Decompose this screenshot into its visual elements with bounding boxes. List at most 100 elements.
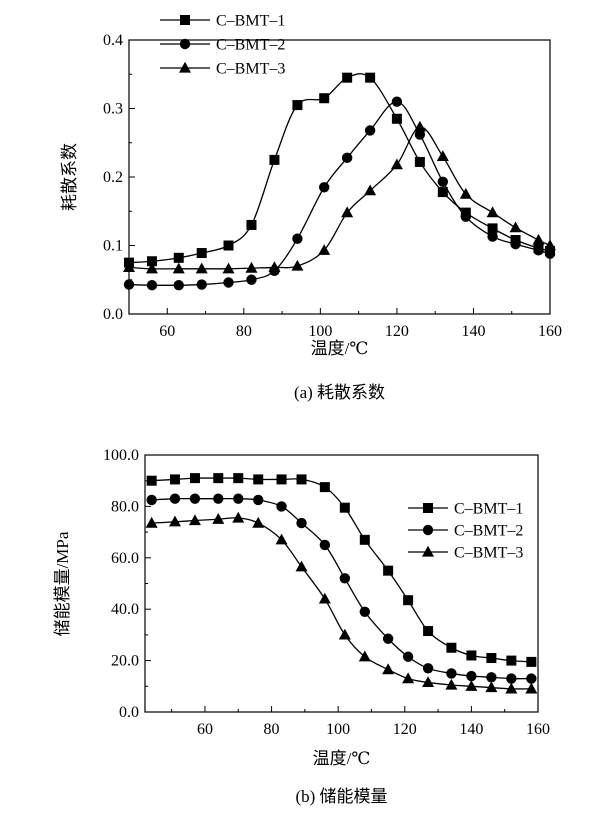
x-tick-label: 160 — [526, 721, 550, 738]
data-point — [414, 129, 426, 140]
data-point — [168, 515, 181, 527]
series-3 — [145, 511, 538, 694]
data-point — [223, 277, 234, 288]
series-line — [151, 517, 532, 690]
data-point — [253, 494, 264, 506]
x-tick-label: 60 — [197, 721, 213, 738]
data-point — [445, 678, 458, 690]
data-point — [359, 606, 371, 617]
figure-caption: (b) 储能模量 — [295, 787, 387, 806]
legend-label: C–BMT–1 — [454, 501, 523, 518]
data-point — [292, 233, 303, 244]
data-point — [382, 633, 394, 644]
data-point — [295, 560, 308, 572]
data-point — [506, 673, 517, 684]
y-tick-label: 100.0 — [103, 447, 139, 464]
y-tick-label: 80.0 — [111, 498, 139, 515]
data-point — [339, 573, 351, 584]
data-point — [276, 501, 287, 512]
data-point — [486, 206, 499, 218]
data-point — [319, 539, 331, 551]
data-point — [253, 474, 264, 485]
data-point — [486, 672, 497, 683]
data-point — [169, 474, 180, 485]
legend-marker — [179, 38, 191, 50]
data-point — [123, 279, 135, 290]
y-tick-label: 0.1 — [103, 238, 123, 255]
legend-marker — [422, 545, 434, 557]
y-tick-label: 60.0 — [111, 550, 139, 567]
series-2 — [123, 96, 556, 291]
data-point — [486, 653, 497, 664]
data-point — [525, 682, 538, 694]
series-line — [128, 126, 551, 270]
data-point — [466, 670, 477, 682]
data-point — [436, 150, 449, 162]
y-axis-title: 耗散系数 — [60, 143, 79, 211]
data-point — [233, 493, 244, 504]
legend-marker — [422, 524, 434, 536]
data-point — [532, 233, 545, 245]
data-point — [365, 72, 376, 83]
data-point — [169, 493, 181, 504]
legend-label: C–BMT–3 — [454, 545, 523, 562]
data-point — [245, 261, 258, 273]
series-line — [128, 73, 551, 264]
chart-a: 60 80 100 120 140 160 0.0 0.1 0.2 0.3 0.4 温度/℃ 耗散系数 (… — [60, 13, 562, 403]
data-point — [269, 154, 280, 165]
data-point — [252, 516, 265, 528]
legend-item-2: C–BMT–2 — [408, 523, 523, 540]
data-point — [383, 565, 394, 576]
data-point — [526, 673, 537, 684]
plot-frame — [144, 454, 539, 713]
data-point — [466, 650, 477, 661]
plot-frame — [128, 39, 551, 315]
x-tick-label: 140 — [461, 323, 485, 340]
data-point — [338, 628, 351, 640]
y-tick-label: 0.0 — [119, 704, 139, 721]
data-point — [296, 517, 307, 529]
data-point — [391, 113, 402, 124]
data-point — [196, 248, 207, 259]
data-point — [465, 680, 478, 691]
x-tick-label: 100 — [308, 323, 332, 340]
data-point — [275, 533, 288, 545]
data-point — [423, 626, 434, 637]
series-1 — [146, 473, 537, 667]
data-point — [188, 514, 201, 526]
series-3 — [123, 120, 556, 274]
data-point — [146, 280, 158, 291]
data-point — [342, 72, 353, 83]
figure-caption: (a) 耗散系数 — [294, 383, 385, 402]
data-point — [146, 475, 157, 486]
data-point — [485, 681, 498, 693]
legend-label: C–BMT–3 — [216, 61, 285, 78]
x-tick-label: 80 — [236, 323, 252, 340]
y-tick-label: 40.0 — [111, 601, 139, 618]
data-point — [422, 663, 434, 674]
legend-item-1: C–BMT–1 — [408, 501, 523, 518]
y-tick-label: 0.4 — [103, 32, 123, 49]
y-tick-label: 0.2 — [103, 169, 123, 186]
data-point — [402, 672, 415, 684]
data-point — [246, 274, 257, 285]
legend-marker — [180, 15, 190, 25]
legend-label: C–BMT–2 — [454, 523, 523, 540]
series-2 — [146, 493, 537, 684]
data-point — [319, 93, 330, 104]
data-point — [459, 187, 472, 199]
data-point — [189, 493, 201, 504]
data-point — [341, 206, 354, 218]
data-point — [506, 655, 517, 666]
data-point — [422, 676, 435, 688]
data-point — [291, 259, 304, 271]
data-point — [487, 223, 498, 234]
x-axis-title: 温度/℃ — [313, 749, 371, 768]
data-point — [195, 262, 208, 274]
data-point — [146, 494, 157, 506]
data-point — [364, 125, 376, 136]
x-tick-label: 120 — [385, 323, 409, 340]
data-point — [446, 642, 457, 653]
data-point — [196, 279, 207, 290]
data-point — [212, 513, 225, 524]
